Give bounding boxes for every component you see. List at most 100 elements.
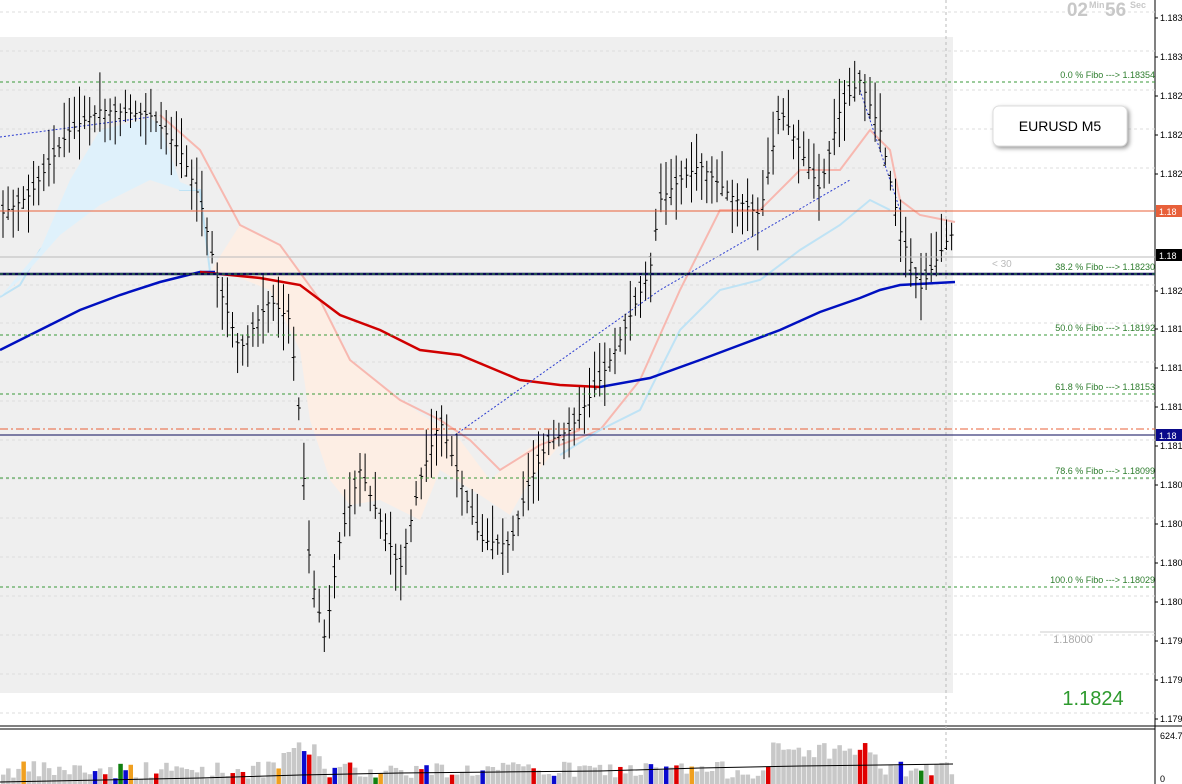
volume-axis-label: 0 bbox=[1160, 774, 1165, 784]
volume-bar bbox=[878, 768, 883, 784]
volume-bar bbox=[128, 764, 133, 784]
volume-bar bbox=[409, 777, 414, 784]
volume-bar bbox=[868, 752, 873, 784]
volume-bar bbox=[638, 774, 643, 784]
volume-bar bbox=[653, 767, 659, 784]
timer-sec-label: Sec bbox=[1130, 0, 1146, 10]
volume-bar bbox=[893, 765, 898, 784]
volume-bar bbox=[842, 750, 847, 784]
volume-bar bbox=[225, 776, 230, 784]
volume-bar bbox=[174, 766, 179, 784]
volume-bar bbox=[664, 766, 669, 784]
volume-bar bbox=[444, 777, 450, 784]
volume-bar bbox=[148, 777, 154, 784]
band-upper bbox=[159, 114, 581, 472]
volume-bar bbox=[822, 743, 827, 784]
price-axis-label: 1.182 bbox=[1160, 286, 1182, 296]
volume-bar bbox=[924, 764, 929, 784]
grid bbox=[0, 11, 1155, 714]
volume-bar bbox=[138, 778, 144, 784]
fibo-label: 0.0 % Fibo ---> 1.18354 bbox=[1060, 70, 1155, 80]
volume-bar bbox=[250, 765, 256, 784]
timer-minutes: 02 bbox=[1067, 0, 1088, 21]
volume-bar bbox=[454, 774, 460, 784]
volume-bar bbox=[944, 762, 949, 784]
volume-bar bbox=[205, 778, 210, 784]
volume-bar bbox=[21, 761, 26, 784]
volume-bar bbox=[689, 766, 694, 784]
volume-bar bbox=[179, 767, 184, 784]
volume-bar bbox=[67, 774, 72, 784]
volume-bar bbox=[52, 774, 57, 784]
volume-bar bbox=[536, 770, 541, 784]
volume-bar bbox=[245, 778, 251, 784]
fibo-label: 78.6 % Fibo ---> 1.18099 bbox=[1055, 466, 1155, 476]
volume-bar bbox=[281, 752, 286, 784]
volume-bar bbox=[531, 768, 536, 784]
volume-bar bbox=[750, 778, 756, 784]
volume-bar bbox=[347, 762, 353, 784]
volume-bar bbox=[618, 766, 623, 784]
volume-bar bbox=[230, 773, 235, 784]
volume-bar bbox=[755, 775, 761, 784]
volume-bar bbox=[633, 775, 638, 784]
volume-bar bbox=[551, 775, 557, 784]
volume-bar bbox=[776, 743, 781, 784]
fibo-label: 61.8 % Fibo ---> 1.18153 bbox=[1055, 382, 1155, 392]
volume-bar bbox=[133, 777, 139, 784]
volume-bar bbox=[613, 777, 618, 784]
volume-bar bbox=[26, 771, 31, 784]
volume-bar bbox=[806, 750, 812, 784]
volume-bar bbox=[220, 772, 225, 784]
volume-bar bbox=[572, 776, 577, 784]
volume-bar bbox=[908, 770, 914, 784]
volume-bar bbox=[725, 778, 730, 784]
volume-bar bbox=[1, 774, 6, 784]
volume-bar bbox=[36, 776, 42, 784]
volume-bar bbox=[903, 776, 909, 784]
volume-bar bbox=[184, 769, 190, 784]
volume-bar bbox=[460, 771, 465, 784]
volume-bar bbox=[648, 764, 654, 784]
volume-bar bbox=[16, 768, 21, 784]
volume-bar bbox=[704, 771, 710, 784]
volume-bar bbox=[490, 767, 496, 784]
price-axis-label: 1.179 bbox=[1160, 675, 1182, 685]
volume-bar bbox=[556, 773, 562, 784]
volume-bar bbox=[398, 770, 404, 784]
volume-bars bbox=[1, 742, 955, 784]
price-axis-label: 1.182 bbox=[1160, 91, 1182, 101]
volume-bar bbox=[92, 771, 98, 784]
price-axis-label: 1.181 bbox=[1160, 363, 1182, 373]
price-tag bbox=[1156, 429, 1182, 441]
volume-bar bbox=[480, 770, 485, 784]
volume-bar bbox=[393, 767, 399, 784]
volume-bar bbox=[87, 774, 93, 784]
volume-bar bbox=[832, 748, 837, 784]
volume-bar bbox=[261, 777, 266, 784]
volume-bar bbox=[811, 757, 817, 784]
volume-bar bbox=[607, 764, 613, 784]
volume-bar bbox=[582, 765, 587, 784]
band-fill bbox=[0, 118, 200, 297]
volume-bar bbox=[919, 770, 924, 784]
volume-bar bbox=[312, 744, 317, 784]
volume-bar bbox=[837, 745, 842, 784]
symbol-box bbox=[992, 105, 1128, 147]
volume-bar bbox=[735, 770, 740, 784]
volume-bar bbox=[699, 766, 705, 784]
volume-ma bbox=[0, 763, 954, 783]
volume-bar bbox=[301, 751, 307, 784]
labels: 1.1831.1831.1821.1821.1821.1821.1811.181… bbox=[1155, 13, 1182, 724]
volume-bar bbox=[898, 761, 904, 784]
round-level: 1.18000 bbox=[1053, 634, 1093, 646]
volume-bar bbox=[271, 762, 276, 784]
volume-bar bbox=[332, 767, 337, 784]
volume-bar bbox=[939, 762, 944, 784]
volume-bar bbox=[419, 769, 424, 784]
volume-bar bbox=[358, 776, 363, 784]
volume-bar bbox=[934, 764, 939, 784]
volume-bar bbox=[434, 763, 439, 784]
volume-bar bbox=[602, 775, 608, 784]
volume-bar bbox=[240, 771, 246, 784]
